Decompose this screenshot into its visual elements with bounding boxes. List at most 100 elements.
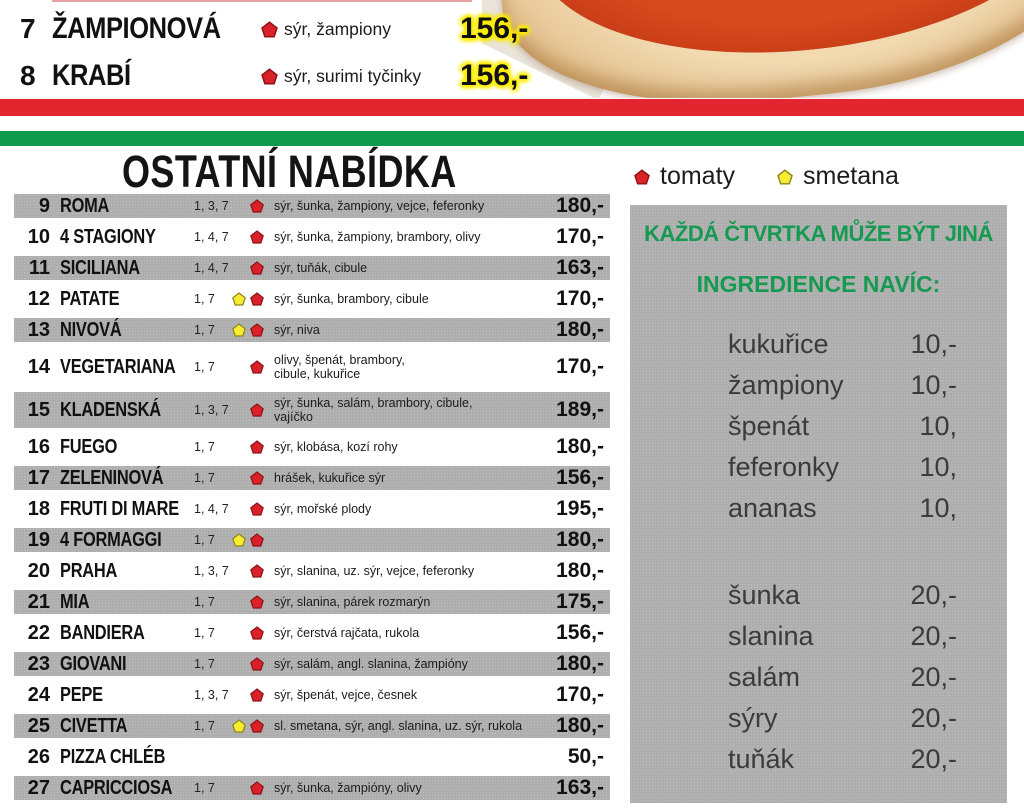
extra-ingredient-name: tuňák bbox=[728, 744, 795, 774]
item-allergens: 1, 7 bbox=[194, 781, 215, 795]
extra-ingredients-panel: KAŽDÁ ČTVRTKA MŮŽE BÝT JINÁ INGREDIENCE … bbox=[630, 205, 1007, 803]
item-ingredients: sýr, šunka, brambory, cibule bbox=[274, 292, 429, 306]
tomato-icon bbox=[250, 719, 264, 733]
item-allergens: 1, 7 bbox=[194, 719, 215, 733]
extra-ingredient-row: slanina 20,- bbox=[630, 616, 1007, 657]
item-ingredients: sl. smetana, sýr, angl. slanina, uz. sýr… bbox=[274, 719, 523, 733]
item-number: 14 bbox=[27, 355, 50, 378]
extra-ingredient-price: 20,- bbox=[910, 662, 957, 692]
item-icons bbox=[232, 471, 270, 485]
item-price: 180,- bbox=[556, 559, 604, 582]
item-icons bbox=[232, 403, 270, 417]
item-price: 156,- bbox=[556, 466, 604, 489]
item-ingredients: sýr, klobása, kozí rohy bbox=[274, 440, 398, 454]
item-ingredients: hrášek, kukuřice sýr bbox=[274, 471, 386, 485]
item-name: PATATE bbox=[60, 287, 120, 310]
item-allergens: 1, 7 bbox=[194, 323, 215, 337]
menu-row: 22 BANDIERA 1, 7 sýr, čerstvá rajčata, ruko… bbox=[14, 621, 610, 645]
extra-ingredient-row: sýry 20,- bbox=[630, 698, 1007, 739]
item-icons bbox=[232, 360, 270, 374]
menu-row: 10 4 STAGIONY 1, 4, 7 sýr, šunka, žampiony,… bbox=[14, 225, 610, 249]
tomato-icon bbox=[261, 67, 278, 85]
item-name: GIOVANI bbox=[60, 652, 127, 675]
menu-row: 25 CIVETTA 1, 7 sl. smetana, sýr, angl. sla… bbox=[14, 714, 610, 738]
item-icons bbox=[232, 533, 270, 547]
menu-row: 24 PEPE 1, 3, 7 sýr, špenát, vejce, česnek 1… bbox=[14, 683, 610, 707]
item-name: 4 STAGIONY bbox=[60, 225, 156, 248]
item-number: 27 bbox=[27, 776, 50, 799]
tomato-icon bbox=[634, 168, 650, 185]
item-number: 15 bbox=[27, 398, 50, 421]
item-number: 17 bbox=[27, 466, 50, 489]
tomato-icon bbox=[250, 440, 264, 454]
item-name: BANDIERA bbox=[60, 621, 145, 644]
item-icons bbox=[232, 595, 270, 609]
item-name: FUEGO bbox=[60, 435, 118, 458]
extra-ingredient-name: feferonky bbox=[728, 452, 840, 482]
legend-entry: smetana bbox=[777, 162, 899, 191]
item-number: 21 bbox=[27, 590, 50, 613]
item-name: NIVOVÁ bbox=[60, 318, 122, 341]
extra-ingredient-name: žampiony bbox=[728, 370, 844, 400]
item-allergens: 1, 4, 7 bbox=[194, 230, 229, 244]
item-name: VEGETARIANA bbox=[60, 355, 176, 378]
item-name: PIZZA CHLÉB bbox=[60, 745, 166, 768]
item-ingredients: olivy, špenát, brambory, cibule, kukuřice bbox=[274, 353, 405, 381]
item-number: 22 bbox=[27, 621, 50, 644]
item-ingredients: sýr, šunka, salám, brambory, cibule, vají… bbox=[274, 396, 473, 424]
item-name: PEPE bbox=[60, 683, 103, 706]
menu-row: 9 ROMA 1, 3, 7 sýr, šunka, žampiony, vejce,… bbox=[14, 194, 610, 218]
item-price: 170,- bbox=[556, 287, 604, 310]
legend-entry: tomaty bbox=[634, 162, 735, 191]
item-number: 26 bbox=[27, 745, 50, 768]
item-price: 175,- bbox=[556, 590, 604, 613]
item-price: 170,- bbox=[556, 225, 604, 248]
item-allergens: 1, 7 bbox=[194, 440, 215, 454]
item-ingredients: sýr, šunka, žampióny, olivy bbox=[274, 781, 422, 795]
item-name: KLADENSKÁ bbox=[60, 398, 161, 421]
extra-ingredient-name: špenát bbox=[728, 411, 810, 441]
legend-label: tomaty bbox=[660, 162, 736, 190]
extra-ingredient-price: 20,- bbox=[910, 744, 957, 774]
tomato-icon bbox=[250, 199, 264, 213]
item-price: 170,- bbox=[556, 683, 604, 706]
item-allergens: 1, 7 bbox=[194, 360, 215, 374]
tomato-icon bbox=[250, 781, 264, 795]
menu-row: 13 NIVOVÁ 1, 7 sýr, niva 180,- bbox=[14, 318, 610, 342]
item-icons bbox=[232, 199, 270, 213]
item-allergens: 1, 7 bbox=[194, 471, 215, 485]
item-price: 156,- bbox=[460, 12, 529, 45]
menu-row: 11 SICILIANA 1, 4, 7 sýr, tuňák, cibule 163,… bbox=[14, 256, 610, 280]
extra-ingredients-group-10: kukuřice 10,- žampiony 10,- špenát 10, feferon… bbox=[630, 324, 1007, 529]
item-icons bbox=[232, 719, 270, 733]
item-price: 170,- bbox=[556, 355, 604, 378]
item-name: ROMA bbox=[60, 194, 110, 217]
item-allergens: 1, 7 bbox=[194, 626, 215, 640]
legend-label: smetana bbox=[803, 162, 899, 190]
tomato-icon bbox=[250, 626, 264, 640]
item-price: 156,- bbox=[556, 621, 604, 644]
item-number: 25 bbox=[27, 714, 50, 737]
menu-row: 20 PRAHA 1, 3, 7 sýr, slanina, uz. sýr, vej… bbox=[14, 559, 610, 583]
top-menu-row: 8 KRABÍ sýr, surimi tyčinky 156,- bbox=[16, 55, 576, 97]
extra-ingredient-price: 10, bbox=[919, 452, 957, 482]
extra-ingredient-price: 20,- bbox=[910, 580, 957, 610]
extra-ingredient-row: kukuřice 10,- bbox=[630, 324, 1007, 365]
item-name: 4 FORMAGGI bbox=[60, 528, 162, 551]
item-number: 11 bbox=[28, 256, 50, 279]
item-ingredients: sýr, žampiony bbox=[284, 18, 391, 39]
tomato-icon bbox=[250, 360, 264, 374]
item-price: 180,- bbox=[556, 528, 604, 551]
item-number: 24 bbox=[27, 683, 50, 706]
item-name: KRABÍ bbox=[52, 59, 131, 92]
item-name: ŽAMPIONOVÁ bbox=[52, 12, 221, 45]
extra-ingredient-price: 10, bbox=[919, 493, 957, 523]
menu-row: 27 CAPRICCIOSA 1, 7 sýr, šunka, žampióny, o… bbox=[14, 776, 610, 800]
tomato-icon bbox=[250, 261, 264, 275]
item-allergens: 1, 7 bbox=[194, 292, 215, 306]
item-ingredients: sýr, mořské plody bbox=[274, 502, 372, 516]
extra-ingredient-row: salám 20,- bbox=[630, 657, 1007, 698]
item-icons bbox=[232, 564, 270, 578]
page-top-cutoff-line bbox=[52, 0, 472, 2]
tomato-icon bbox=[250, 230, 264, 244]
